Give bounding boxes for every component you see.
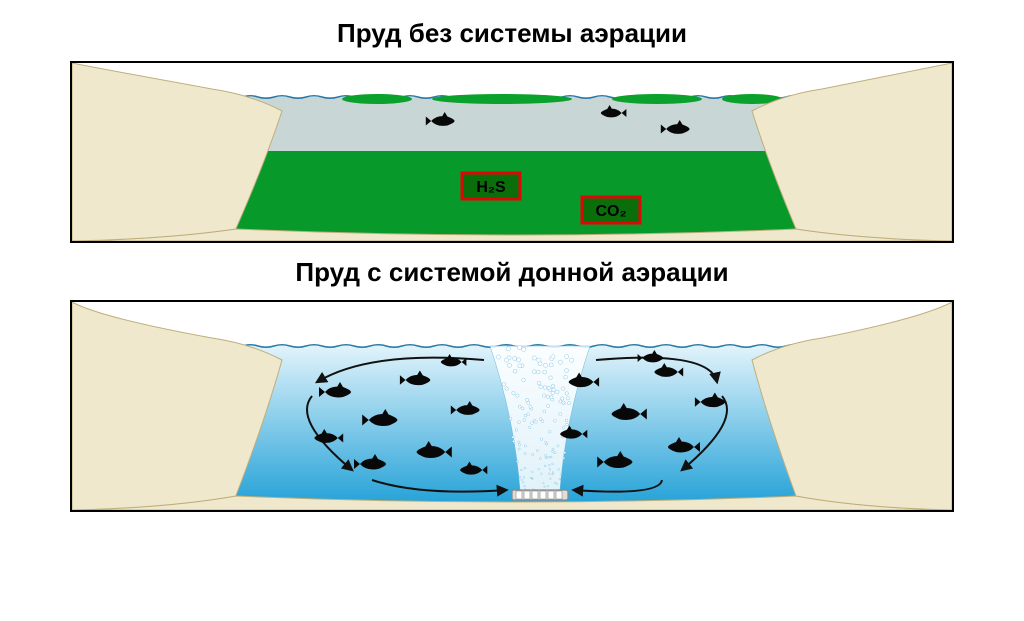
svg-text:H₂S: H₂S xyxy=(476,179,506,196)
title-with-aeration: Пруд с системой донной аэрации xyxy=(0,257,1024,288)
panel-no-aeration: H₂S CO₂ xyxy=(70,61,954,243)
panel-with-aeration xyxy=(70,300,954,512)
title-no-aeration: Пруд без системы аэрации xyxy=(0,18,1024,49)
svg-text:CO₂: CO₂ xyxy=(595,203,626,220)
diagram-no-aeration: H₂S CO₂ xyxy=(72,63,952,241)
diagram-with-aeration xyxy=(72,302,952,510)
